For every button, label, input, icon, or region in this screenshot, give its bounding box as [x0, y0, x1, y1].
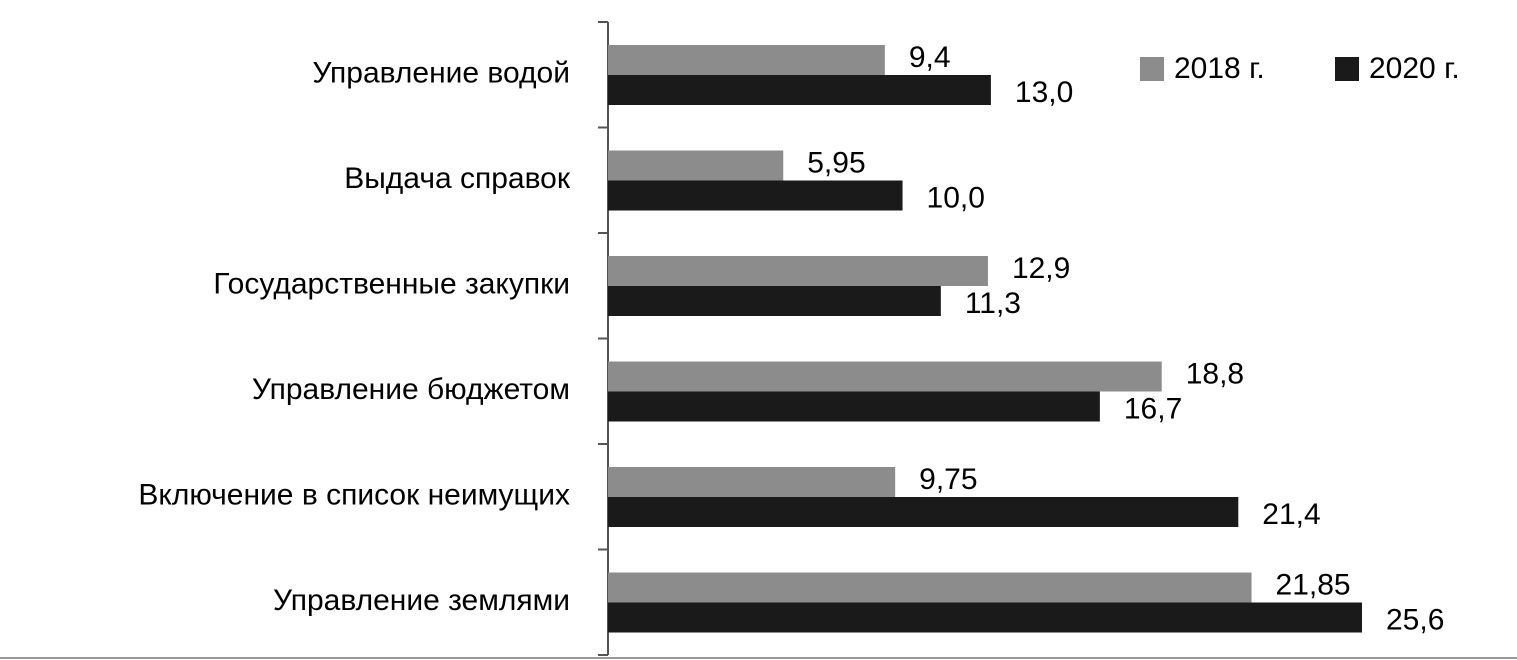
- value-label: 9,75: [919, 463, 977, 496]
- category-label: Управление водой: [312, 57, 570, 90]
- bar: [608, 286, 941, 316]
- bar: [608, 497, 1239, 527]
- value-label: 25,6: [1386, 603, 1444, 636]
- category-label: Управление бюджетом: [252, 373, 570, 406]
- bar: [608, 602, 1362, 633]
- category-label: Включение в список неимущих: [138, 479, 570, 512]
- value-label: 9,4: [909, 41, 951, 74]
- bar: [608, 361, 1162, 392]
- bar: [608, 180, 903, 211]
- category-label: Выдача справок: [344, 162, 571, 195]
- legend-swatch: [1335, 57, 1359, 81]
- bar: [608, 75, 991, 105]
- value-label: 16,7: [1124, 392, 1182, 425]
- value-label: 11,3: [965, 287, 1021, 320]
- value-label: 10,0: [927, 181, 985, 214]
- bar: [608, 150, 784, 181]
- legend-label: 2020 г.: [1369, 52, 1460, 85]
- legend-swatch: [1140, 57, 1164, 81]
- value-label: 13,0: [1015, 76, 1073, 109]
- category-label: Управление землями: [273, 584, 570, 617]
- value-label: 21,4: [1262, 498, 1320, 531]
- bar: [608, 391, 1100, 422]
- value-label: 21,85: [1276, 568, 1351, 601]
- bar: [608, 45, 885, 75]
- value-label: 12,9: [1012, 252, 1070, 285]
- bar: [608, 467, 896, 497]
- legend-label: 2018 г.: [1174, 52, 1265, 85]
- bar: [608, 572, 1252, 603]
- value-label: 18,8: [1186, 357, 1244, 390]
- bar: [608, 256, 988, 286]
- category-label: Государственные закупки: [213, 268, 570, 301]
- value-label: 5,95: [807, 146, 865, 179]
